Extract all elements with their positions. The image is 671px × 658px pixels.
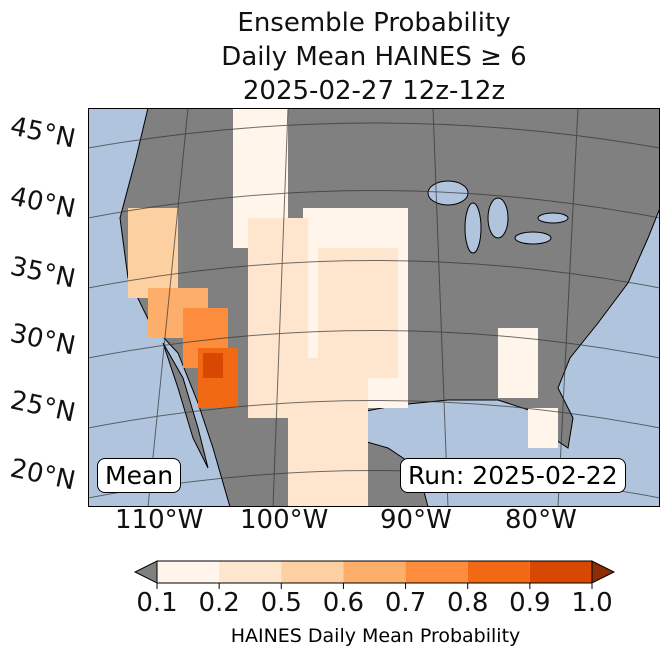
colorbar-segment bbox=[157, 561, 220, 583]
colorbar-tick-label: 1.0 bbox=[571, 588, 613, 618]
colorbar-segment bbox=[343, 561, 406, 583]
lat-label: 20°N bbox=[7, 453, 78, 497]
lat-label: 40°N bbox=[7, 181, 78, 225]
colorbar-segment bbox=[405, 561, 468, 583]
colorbar-tick-label: 0.9 bbox=[509, 588, 551, 618]
title-line-2: Daily Mean HAINES ≥ 6 bbox=[221, 42, 527, 72]
colorbar-segment bbox=[529, 561, 592, 583]
lon-label: 80°W bbox=[505, 505, 577, 535]
haines-probability-shading bbox=[128, 108, 558, 507]
map bbox=[88, 108, 660, 507]
run-label: Run: 2025-02-22 bbox=[400, 458, 626, 493]
colorbar-tick-label: 0.1 bbox=[136, 588, 178, 618]
lon-label: 90°W bbox=[380, 505, 452, 535]
lat-label: 35°N bbox=[7, 251, 78, 295]
lon-label: 100°W bbox=[240, 505, 329, 535]
colorbar-segment bbox=[467, 561, 530, 583]
lat-label: 45°N bbox=[7, 111, 78, 155]
lon-label: 110°W bbox=[115, 505, 204, 535]
baja-land bbox=[162, 342, 209, 469]
colorbar bbox=[133, 560, 616, 589]
lat-label: 25°N bbox=[7, 385, 78, 429]
colorbar-tick-label: 0.5 bbox=[260, 588, 302, 618]
colorbar-tick-label: 0.8 bbox=[447, 588, 489, 618]
colorbar-over-extend bbox=[591, 560, 616, 584]
colorbar-label: HAINES Daily Mean Probability bbox=[230, 625, 521, 647]
colorbar-under-extend bbox=[133, 560, 158, 584]
colorbar-segment bbox=[281, 561, 344, 583]
colorbar-outline bbox=[156, 560, 593, 584]
colorbar-tick-label: 0.6 bbox=[322, 588, 365, 618]
colorbar-tick-label: 0.7 bbox=[384, 588, 427, 618]
lat-label: 30°N bbox=[7, 318, 78, 362]
stat-label: Mean bbox=[97, 458, 182, 493]
colorbar-tick-label: 0.2 bbox=[198, 588, 240, 618]
map-frame bbox=[88, 108, 660, 507]
title-line-3: 2025-02-27 12z-12z bbox=[242, 76, 506, 106]
title-line-1: Ensemble Probability bbox=[237, 8, 511, 38]
colorbar-segment bbox=[219, 561, 282, 583]
